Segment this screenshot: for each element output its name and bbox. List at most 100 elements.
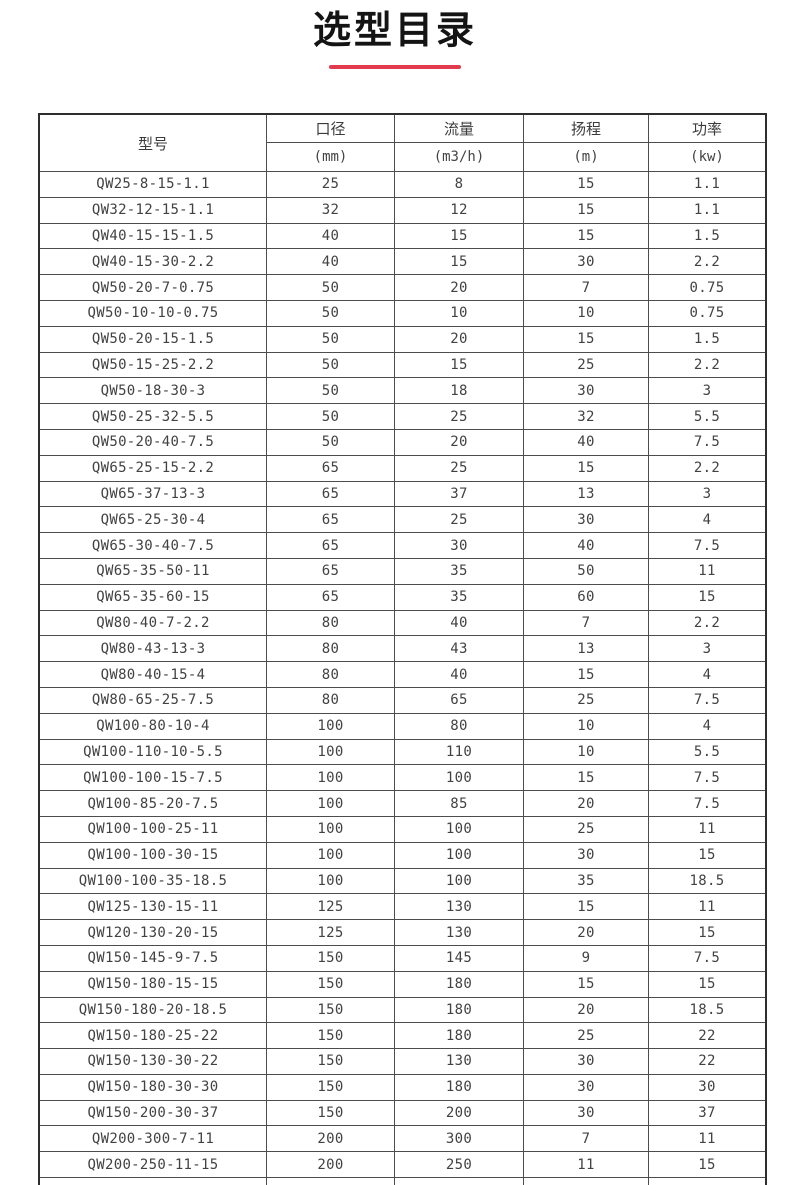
- value-cell: 30: [649, 1075, 765, 1101]
- value-cell: 0.75: [649, 275, 765, 301]
- value-cell: 11: [649, 894, 765, 921]
- value-cell: 150: [267, 945, 395, 972]
- model-cell: QW40-15-15-1.5: [40, 223, 267, 250]
- table-row: QW100-110-10-5.5 100 110 10 5.5: [40, 739, 765, 766]
- title-underline: [329, 65, 461, 69]
- value-cell: 7: [524, 1126, 649, 1153]
- value-cell: 100: [267, 739, 395, 766]
- table-row: QW65-25-30-4 65 25 30 4: [40, 507, 765, 534]
- value-cell: 5.5: [649, 404, 765, 430]
- table-row: QW65-35-60-15 65 35 60 15: [40, 584, 765, 611]
- value-cell: 4: [649, 507, 765, 534]
- value-cell: 40: [267, 249, 395, 276]
- value-cell: 50: [267, 429, 395, 456]
- value-cell: 30: [524, 842, 649, 869]
- table-body: QW25-8-15-1.1 25 8 15 1.1 QW32-12-15-1.1 32 12 1…: [40, 172, 765, 1185]
- value-cell: 40: [395, 662, 524, 688]
- value-cell: 130: [395, 1049, 524, 1075]
- column-unit-power: (kw): [649, 143, 765, 172]
- value-cell: 65: [267, 584, 395, 611]
- value-cell: 15: [395, 249, 524, 276]
- value-cell: 15: [649, 843, 765, 869]
- empty-cell: [649, 1178, 765, 1185]
- value-cell: 150: [267, 971, 395, 998]
- model-cell: QW65-30-40-7.5: [40, 533, 267, 559]
- table-row: QW100-100-35-18.5 100 100 35 18.5: [40, 868, 765, 895]
- value-cell: 300: [395, 1126, 524, 1153]
- table-row: QW50-20-40-7.5 50 20 40 7.5: [40, 429, 765, 456]
- value-cell: 125: [267, 920, 395, 946]
- value-cell: 80: [267, 687, 395, 714]
- value-cell: 18: [395, 378, 524, 405]
- value-cell: 25: [395, 404, 524, 430]
- table-row: QW100-100-25-11 100 100 25 11: [40, 816, 765, 843]
- model-cell: QW150-200-30-37: [40, 1100, 267, 1127]
- value-cell: 80: [267, 662, 395, 688]
- value-cell: 7: [524, 610, 649, 637]
- value-cell: 100: [267, 765, 395, 792]
- value-cell: 65: [267, 507, 395, 534]
- page-title: 选型目录: [312, 8, 477, 52]
- table-row: QW100-100-15-7.5 100 100 15 7.5: [40, 765, 765, 792]
- model-cell: QW50-20-40-7.5: [40, 429, 267, 456]
- value-cell: 10: [395, 300, 524, 327]
- model-cell: QW150-145-9-7.5: [40, 945, 267, 972]
- value-cell: 30: [524, 1100, 649, 1127]
- table-row: QW150-180-25-22 150 180 25 22: [40, 1023, 765, 1050]
- value-cell: 30: [524, 378, 649, 405]
- value-cell: 4: [649, 714, 765, 740]
- model-cell: QW50-10-10-0.75: [40, 300, 267, 327]
- value-cell: 15: [524, 662, 649, 688]
- value-cell: 10: [524, 713, 649, 740]
- value-cell: 15: [524, 894, 649, 921]
- value-cell: 7.5: [649, 946, 765, 972]
- table-row: QW65-30-40-7.5 65 30 40 7.5: [40, 533, 765, 559]
- value-cell: 1.1: [649, 172, 765, 198]
- value-cell: 100: [267, 868, 395, 895]
- value-cell: 2.2: [649, 353, 765, 379]
- model-cell: QW100-100-35-18.5: [40, 868, 267, 895]
- value-cell: 15: [524, 455, 649, 482]
- table-row: QW32-12-15-1.1 32 12 15 1.1: [40, 197, 765, 224]
- value-cell: 0.75: [649, 301, 765, 327]
- value-cell: 15: [524, 172, 649, 198]
- value-cell: 25: [524, 1023, 649, 1050]
- model-cell: QW65-35-50-11: [40, 558, 267, 585]
- value-cell: 8: [395, 172, 524, 198]
- value-cell: 10: [524, 300, 649, 327]
- column-unit-diameter: (mm): [267, 143, 395, 172]
- value-cell: 65: [267, 481, 395, 508]
- value-cell: 32: [267, 197, 395, 224]
- value-cell: 50: [267, 275, 395, 301]
- model-cell: QW65-25-15-2.2: [40, 455, 267, 482]
- model-cell: QW150-180-30-30: [40, 1074, 267, 1101]
- value-cell: 11: [649, 817, 765, 843]
- table-row: QW125-130-15-11 125 130 15 11: [40, 894, 765, 921]
- value-cell: 32: [524, 404, 649, 430]
- value-cell: 65: [267, 455, 395, 482]
- column-unit-flow: (m3/h): [395, 143, 524, 172]
- model-cell: QW100-80-10-4: [40, 713, 267, 740]
- value-cell: 40: [524, 429, 649, 456]
- model-cell: QW50-20-15-1.5: [40, 326, 267, 353]
- model-cell: QW100-100-30-15: [40, 842, 267, 869]
- table-row: QW80-40-7-2.2 80 40 7 2.2: [40, 610, 765, 637]
- value-cell: 18.5: [649, 998, 765, 1024]
- value-cell: 65: [395, 687, 524, 714]
- value-cell: 65: [267, 558, 395, 585]
- value-cell: 7.5: [649, 688, 765, 714]
- value-cell: 15: [524, 326, 649, 353]
- table-row: QW200-250-11-15 200 250 11 15: [40, 1152, 765, 1179]
- value-cell: 200: [395, 1100, 524, 1127]
- value-cell: 7: [524, 275, 649, 301]
- model-cell: QW150-130-30-22: [40, 1049, 267, 1075]
- table-row: QW50-20-7-0.75 50 20 7 0.75: [40, 275, 765, 301]
- value-cell: 35: [524, 868, 649, 895]
- value-cell: 15: [649, 920, 765, 946]
- value-cell: 3: [649, 636, 765, 663]
- column-header-power: 功率: [649, 115, 765, 143]
- empty-cell: [267, 1178, 395, 1185]
- model-cell: QW65-35-60-15: [40, 584, 267, 611]
- value-cell: 22: [649, 1023, 765, 1050]
- table-row: QW50-10-10-0.75 50 10 10 0.75: [40, 300, 765, 327]
